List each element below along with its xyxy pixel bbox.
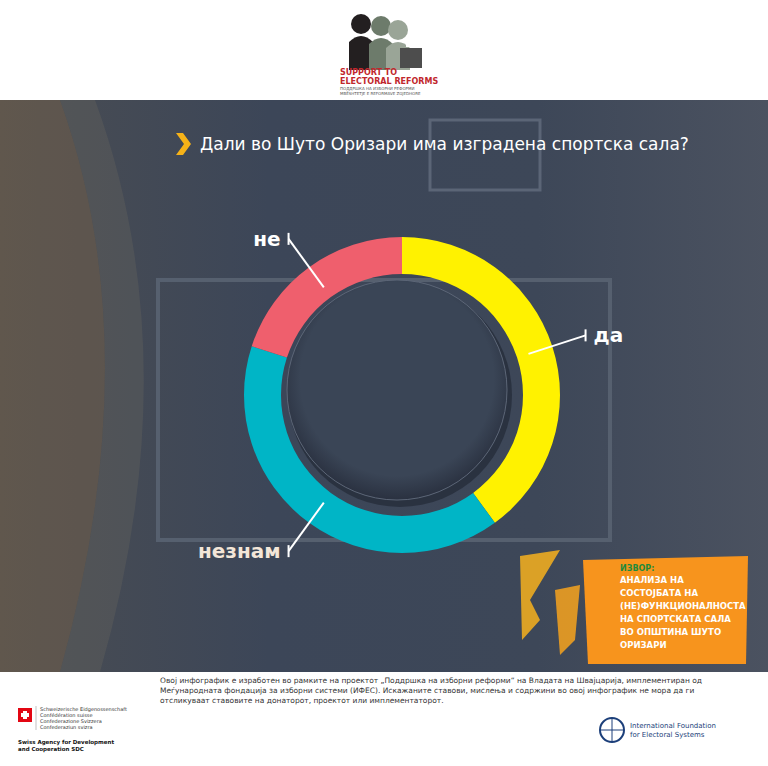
html-text:MBËSHTETJE E REFORMAVE ZGJEDHO: MBËSHTETJE E REFORMAVE ZGJEDHORE bbox=[340, 91, 421, 96]
svg-text:не: не bbox=[253, 227, 280, 251]
html-text:and Cooperation SDC: and Cooperation SDC bbox=[18, 746, 84, 752]
html-text:ПОДДРШКА НА ИЗБОРНИ РЕФОРМИ: ПОДДРШКА НА ИЗБОРНИ РЕФОРМИ bbox=[340, 86, 415, 91]
html-text:СОСТОЈБАТА НА: СОСТОЈБАТА НА bbox=[620, 588, 698, 598]
svg-text:незнам: незнам bbox=[198, 539, 281, 563]
html-text:Confédération suisse: Confédération suisse bbox=[40, 712, 93, 718]
html-text:ELECTORAL REFORMS: ELECTORAL REFORMS bbox=[340, 77, 439, 86]
html-text:Дали во Шуто Оризари има изгра: Дали во Шуто Оризари има изградена спорт… bbox=[200, 134, 689, 154]
html-text:International Foundation: International Foundation bbox=[630, 722, 716, 730]
html-text:Confederazione Svizzera: Confederazione Svizzera bbox=[40, 718, 102, 724]
svg-text:да: да bbox=[594, 323, 624, 347]
html-text:АНАЛИЗА НА: АНАЛИЗА НА bbox=[620, 575, 684, 585]
html-text:НА СПОРТСКАТА САЛА: НА СПОРТСКАТА САЛА bbox=[620, 614, 731, 624]
html-text:ОРИЗАРИ: ОРИЗАРИ bbox=[620, 640, 667, 650]
html-text:Schweizerische Eidgenossenscha: Schweizerische Eidgenossenschaft bbox=[40, 706, 127, 712]
html-text:Овој инфографик е изработен во: Овој инфографик е изработен во рамките н… bbox=[160, 676, 702, 705]
html-text:SUPPORT TO: SUPPORT TO bbox=[340, 68, 398, 77]
html-text:ВО ОПШТИНА ШУТО: ВО ОПШТИНА ШУТО bbox=[620, 627, 722, 637]
html-text:Swiss Agency for Development: Swiss Agency for Development bbox=[18, 739, 114, 745]
html-text:ИЗВОР:: ИЗВОР: bbox=[620, 564, 655, 573]
html-text:Confederaziun svizra: Confederaziun svizra bbox=[40, 724, 93, 730]
html-text:(НЕ)ФУНКЦИОНАЛНОСТА: (НЕ)ФУНКЦИОНАЛНОСТА bbox=[620, 601, 746, 611]
html-text:for Electoral Systems: for Electoral Systems bbox=[630, 731, 705, 739]
